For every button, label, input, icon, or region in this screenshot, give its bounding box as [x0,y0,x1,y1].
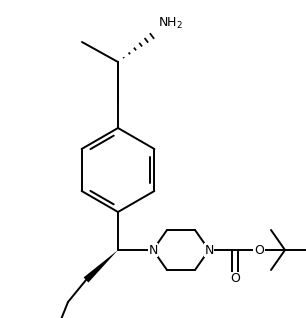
Text: NH$_2$: NH$_2$ [158,16,183,31]
Polygon shape [84,250,118,283]
Text: N: N [148,244,158,257]
Text: N: N [204,244,214,257]
Text: O: O [254,244,264,257]
Text: O: O [230,273,240,286]
